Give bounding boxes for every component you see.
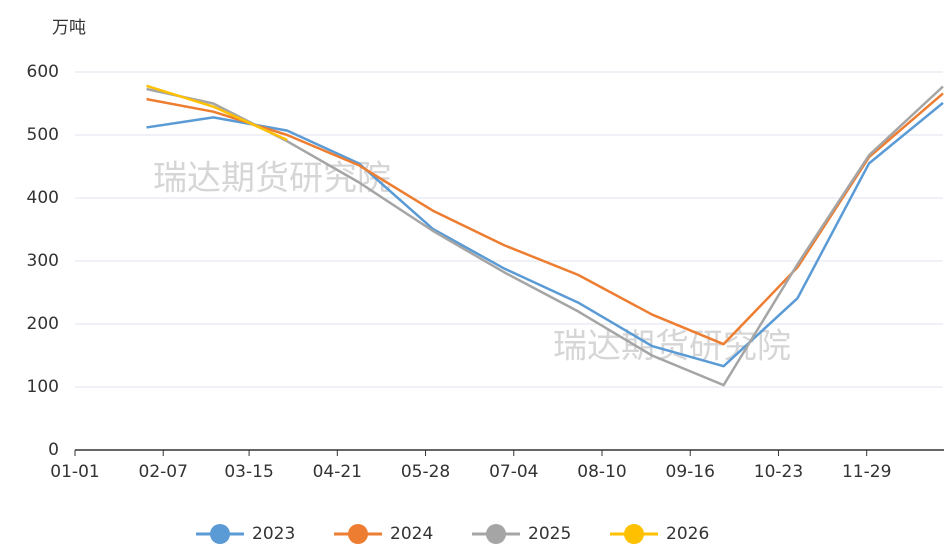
x-tick-label: 09-16 <box>666 462 715 482</box>
y-tick-label: 300 <box>27 251 59 271</box>
legend-label: 2026 <box>666 524 709 544</box>
x-tick-label: 08-10 <box>577 462 626 482</box>
x-tick-label: 05-28 <box>401 462 450 482</box>
y-tick-label: 100 <box>27 377 59 397</box>
legend-item: 2024 <box>334 524 433 544</box>
x-tick-label: 11-29 <box>842 462 891 482</box>
x-tick-label: 04-21 <box>313 462 362 482</box>
legend-label: 2023 <box>252 524 295 544</box>
x-tick-label: 02-07 <box>139 462 188 482</box>
legend-marker <box>210 524 230 544</box>
y-tick-label: 400 <box>27 188 59 208</box>
legend-marker <box>486 524 506 544</box>
legend-item: 2023 <box>196 524 295 544</box>
y-tick-label: 0 <box>48 440 59 460</box>
legend-item: 2026 <box>610 524 709 544</box>
unit-label: 万吨 <box>52 18 86 38</box>
legend-marker <box>624 524 644 544</box>
y-tick-label: 200 <box>27 314 59 334</box>
watermark: 瑞达期货研究院 <box>553 327 791 367</box>
legend-label: 2024 <box>390 524 433 544</box>
x-tick-label: 01-01 <box>50 462 99 482</box>
x-tick-label: 03-15 <box>224 462 273 482</box>
legend-label: 2025 <box>528 524 571 544</box>
y-tick-label: 600 <box>27 62 59 82</box>
legend-item: 2025 <box>472 524 571 544</box>
x-tick-label: 10-23 <box>754 462 803 482</box>
x-tick-label: 07-04 <box>489 462 538 482</box>
series-line <box>146 84 288 142</box>
series-line <box>146 101 944 368</box>
series-line <box>146 92 944 346</box>
y-tick-label: 500 <box>27 125 59 145</box>
legend-marker <box>348 524 368 544</box>
